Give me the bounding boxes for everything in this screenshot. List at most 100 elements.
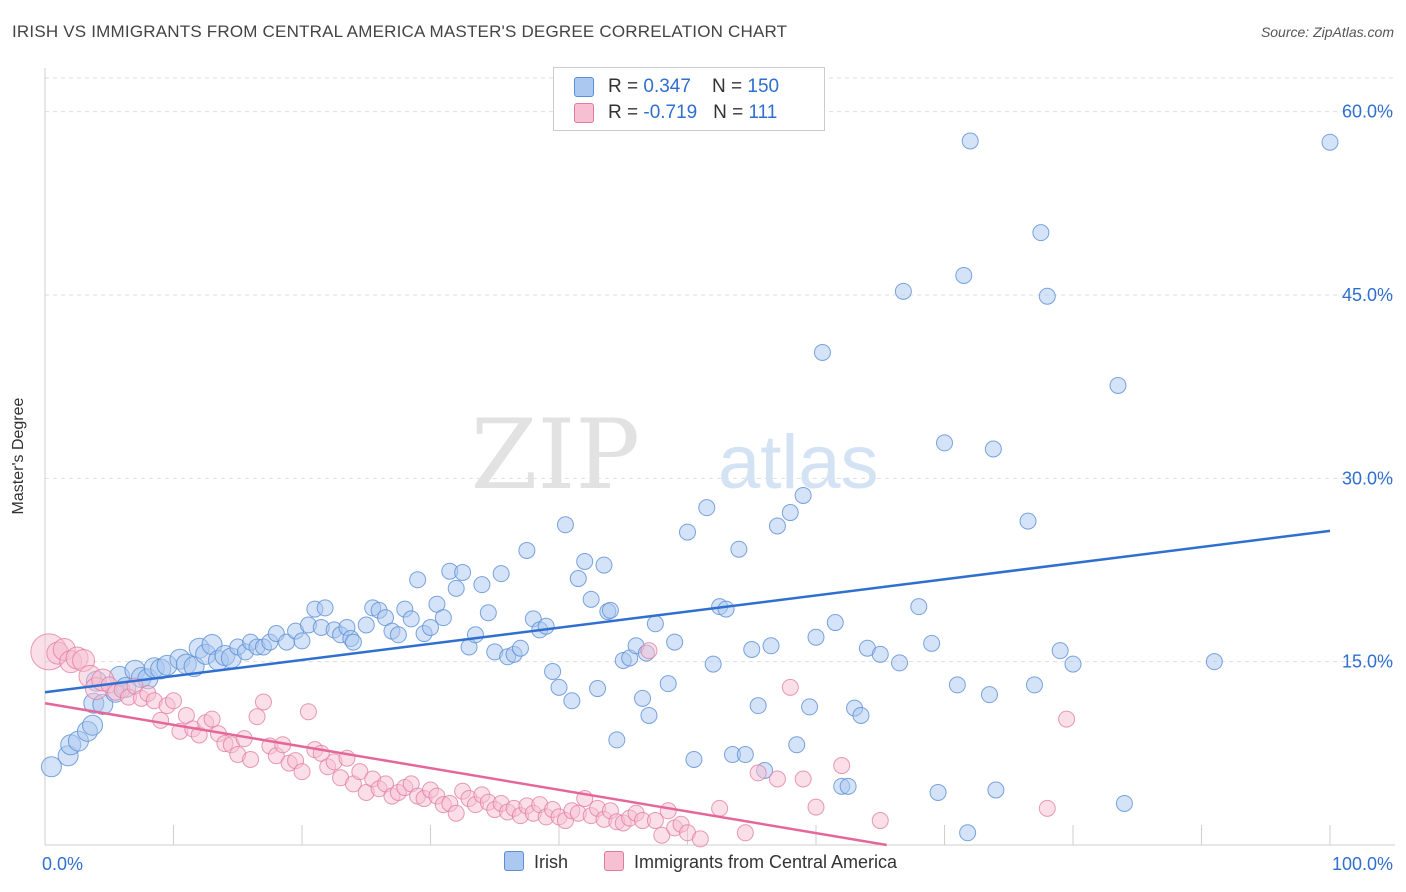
irish-point-64: [473, 576, 491, 594]
immigrant-point-101: [711, 799, 729, 817]
immigrant-point-107: [807, 798, 825, 816]
immigrant-point-110: [1038, 799, 1056, 817]
irish-point-80: [576, 552, 594, 570]
irish-point-123: [891, 654, 909, 672]
bottom-legend-swatch-irish: [504, 851, 524, 871]
irish-point-63: [466, 626, 484, 644]
source-label: Source: ZipAtlas.com: [1260, 24, 1394, 40]
irish-point-77: [556, 516, 574, 534]
irish-point-124: [894, 282, 912, 300]
irish-point-94: [659, 675, 677, 693]
irish-point-136: [1019, 512, 1037, 530]
irish-point-132: [961, 132, 979, 150]
x-tick-label-0: 0.0%: [42, 854, 83, 874]
trend-line-irish: [44, 529, 1331, 694]
irish-point-90: [634, 689, 652, 707]
irish-point-98: [698, 499, 716, 517]
y-tick-label-2: 45.0%: [1342, 285, 1393, 305]
bottom-legend-label-immigrants: Immigrants from Central America: [634, 852, 898, 872]
immigrant-point-39: [293, 763, 311, 781]
legend-r-immigrants: -0.719: [643, 102, 698, 123]
irish-point-5: [82, 714, 104, 736]
irish-point-128: [936, 434, 953, 452]
y-axis-label: Master's Degree: [10, 397, 27, 515]
legend-r-irish: 0.347: [643, 76, 691, 97]
irish-point-45: [344, 633, 362, 651]
irish-point-140: [1051, 642, 1069, 660]
irish-point-145: [1321, 133, 1339, 151]
irish-point-125: [910, 598, 928, 616]
irish-point-120: [852, 706, 870, 724]
irish-point-60: [447, 579, 465, 597]
watermark-zip: ZIP: [471, 399, 640, 511]
irish-point-134: [984, 440, 1002, 458]
legend-text-immigrants: R = -0.719 N = 111: [608, 102, 778, 123]
bottom-legend-irish: Irish: [504, 851, 568, 873]
irish-point-96: [679, 523, 696, 541]
irish-point-97: [685, 750, 703, 768]
immigrant-point-17: [152, 711, 170, 729]
irish-point-82: [589, 680, 607, 698]
irish-point-116: [826, 614, 844, 632]
irish-point-101: [717, 600, 735, 618]
irish-point-76: [550, 678, 568, 696]
irish-point-105: [743, 640, 761, 658]
immigrant-point-102: [736, 824, 754, 842]
irish-point-108: [762, 637, 780, 655]
irish-point-113: [801, 698, 819, 716]
irish-point-106: [749, 697, 767, 715]
grid: [45, 77, 1395, 663]
legend-swatch-immigrants: [574, 103, 594, 123]
x-tick-label-1: 100.0%: [1332, 854, 1393, 874]
immigrant-point-19: [165, 692, 182, 710]
immigrant-point-33: [254, 693, 272, 711]
irish-points: [40, 132, 1339, 842]
irish-point-81: [582, 590, 600, 608]
immigrant-point-103: [749, 764, 767, 782]
immigrant-point-111: [1058, 710, 1076, 728]
irish-point-141: [1064, 655, 1082, 673]
irish-point-95: [666, 633, 684, 651]
immigrant-point-106: [794, 770, 812, 788]
irish-point-109: [768, 517, 786, 535]
irish-point-142: [1109, 376, 1127, 394]
irish-point-138: [1032, 224, 1050, 242]
irish-point-71: [518, 541, 536, 559]
legend-swatch-irish: [574, 77, 594, 97]
chart-title: IRISH VS IMMIGRANTS FROM CENTRAL AMERICA…: [12, 22, 788, 41]
immigrant-point-96: [659, 802, 677, 820]
irish-point-74: [537, 617, 555, 635]
y-tick-label-0: 15.0%: [1342, 652, 1393, 672]
irish-point-78: [563, 692, 581, 710]
legend-n-irish: 150: [747, 76, 780, 97]
legend-n-immigrants: 111: [748, 102, 778, 123]
axes: [44, 68, 1395, 846]
bottom-legend-label-irish: Irish: [534, 852, 569, 872]
immigrant-point-32: [248, 708, 266, 726]
irish-point-46: [357, 616, 375, 634]
tick-labels: 15.0% 30.0% 45.0% 60.0% 0.0% 100.0%: [42, 102, 1393, 874]
trend-lines: [44, 529, 1331, 847]
irish-point-92: [640, 706, 658, 724]
immigrant-point-25: [203, 710, 221, 728]
irish-point-115: [813, 343, 831, 361]
irish-point-118: [839, 777, 857, 795]
irish-point-127: [929, 783, 947, 801]
irish-point-126: [923, 634, 941, 652]
irish-point-51: [389, 626, 407, 644]
irish-point-79: [569, 570, 587, 588]
irish-point-67: [492, 565, 510, 583]
immigrant-point-40: [299, 703, 317, 721]
irish-point-111: [788, 736, 806, 754]
immigrant-point-93: [640, 642, 658, 660]
irish-point-110: [781, 504, 799, 522]
irish-point-83: [595, 556, 613, 574]
irish-point-54: [409, 571, 427, 589]
irish-point-139: [1038, 287, 1056, 305]
irish-point-56: [422, 618, 439, 636]
irish-point-133: [980, 686, 998, 704]
irish-point-0: [40, 756, 62, 778]
irish-point-130: [955, 266, 973, 284]
irish-point-85: [601, 601, 619, 619]
